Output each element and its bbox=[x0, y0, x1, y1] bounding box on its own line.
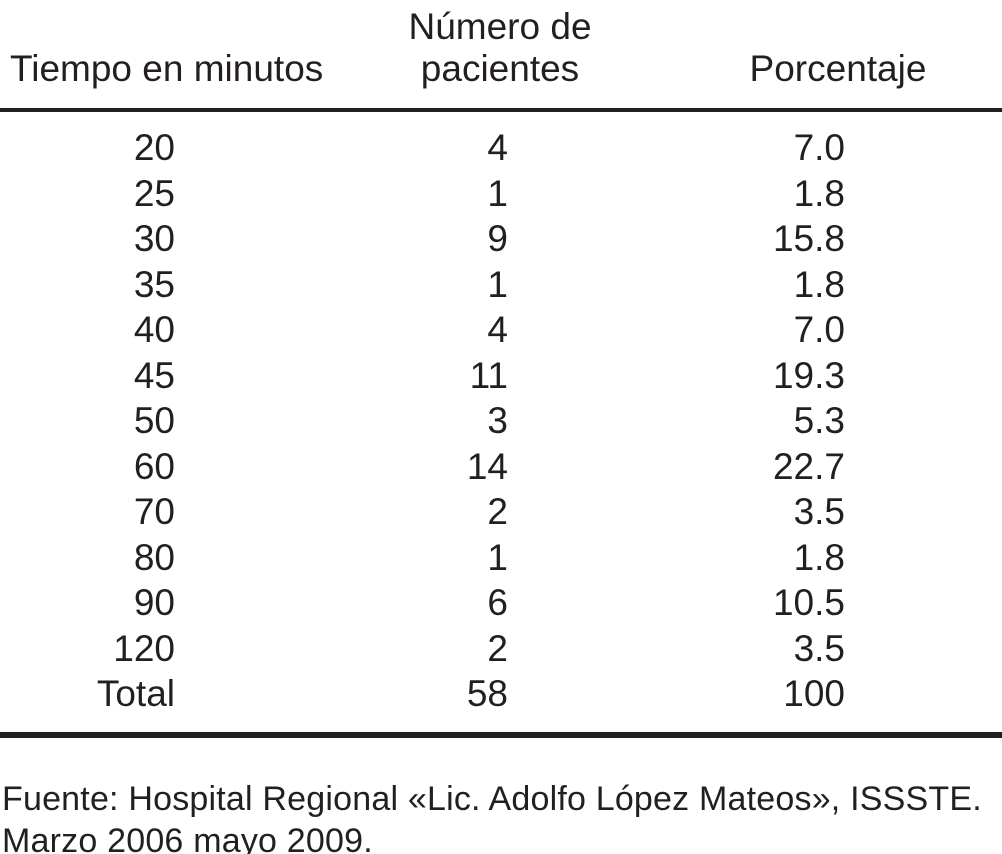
frequency-table: Tiempo en minutos Número de pacientes Po… bbox=[0, 0, 1002, 738]
cell-pacientes: 4 bbox=[487, 127, 508, 168]
table-row: 45 11 19.3 bbox=[0, 353, 1002, 399]
cell-porcentaje: 7.0 bbox=[793, 309, 845, 350]
cell-porcentaje: 7.0 bbox=[793, 127, 845, 168]
cell-porcentaje: 3.5 bbox=[793, 491, 845, 532]
cell-pacientes: 2 bbox=[487, 491, 508, 532]
cell-porcentaje: 22.7 bbox=[772, 445, 845, 487]
table-header-row: Tiempo en minutos Número de pacientes Po… bbox=[0, 0, 1002, 112]
table-body: 20 4 7.0 25 1 1.8 30 9 15.8 35 1 1.8 40 4 7.0 45 11 19.3 5… bbox=[0, 110, 1002, 735]
cell-pacientes: 6 bbox=[487, 582, 508, 623]
table-row: 120 2 3.5 bbox=[0, 626, 1002, 672]
table-row: 80 1 1.8 bbox=[0, 535, 1002, 581]
cell-porcentaje: 1.8 bbox=[793, 172, 845, 214]
cell-porcentaje: 100 bbox=[783, 673, 845, 714]
table-row: 90 6 10.5 bbox=[0, 580, 1002, 626]
cell-pacientes: 58 bbox=[466, 673, 508, 714]
cell-porcentaje: 19.3 bbox=[772, 354, 845, 396]
cell-pacientes: 3 bbox=[487, 400, 508, 441]
table-row: 70 2 3.5 bbox=[0, 489, 1002, 535]
cell-porcentaje: 10.5 bbox=[772, 582, 845, 623]
cell-tiempo: 20 bbox=[133, 127, 175, 168]
header-porcentaje-label: Porcentaje bbox=[749, 48, 927, 89]
table-row: 40 4 7.0 bbox=[0, 307, 1002, 353]
cell-tiempo: 90 bbox=[133, 582, 175, 623]
cell-pacientes: 14 bbox=[466, 445, 508, 487]
table-row: 30 9 15.8 bbox=[0, 216, 1002, 262]
cell-tiempo: 35 bbox=[133, 263, 175, 305]
cell-pacientes: 1 bbox=[487, 263, 508, 305]
cell-tiempo: 25 bbox=[133, 172, 175, 214]
cell-porcentaje: 3.5 bbox=[793, 627, 845, 669]
cell-tiempo: 45 bbox=[133, 354, 175, 396]
header-pacientes: Número de pacientes bbox=[340, 0, 660, 112]
cell-tiempo: 30 bbox=[133, 218, 175, 259]
table-row: 20 4 7.0 bbox=[0, 110, 1002, 171]
header-pacientes-line1: Número de bbox=[408, 6, 592, 47]
cell-pacientes: 4 bbox=[487, 309, 508, 350]
cell-tiempo: 70 bbox=[133, 491, 175, 532]
table-row: 25 1 1.8 bbox=[0, 171, 1002, 217]
cell-porcentaje: 1.8 bbox=[793, 536, 845, 578]
source-note-line2: Marzo 2006 mayo 2009. bbox=[2, 821, 373, 854]
table-row: 60 14 22.7 bbox=[0, 444, 1002, 490]
cell-tiempo: 60 bbox=[133, 445, 175, 487]
source-note: Fuente: Hospital Regional «Lic. Adolfo L… bbox=[0, 778, 1002, 854]
cell-pacientes: 1 bbox=[487, 172, 508, 214]
cell-tiempo: Total bbox=[96, 673, 175, 714]
header-pacientes-line2: pacientes bbox=[420, 48, 580, 89]
cell-porcentaje: 15.8 bbox=[772, 218, 845, 259]
table-row: 50 3 5.3 bbox=[0, 398, 1002, 444]
cell-pacientes: 1 bbox=[487, 536, 508, 578]
header-tiempo: Tiempo en minutos bbox=[0, 0, 340, 112]
table-row: 35 1 1.8 bbox=[0, 262, 1002, 308]
cell-tiempo: 50 bbox=[133, 400, 175, 441]
cell-porcentaje: 1.8 bbox=[793, 263, 845, 305]
table-row: Total 58 100 bbox=[0, 671, 1002, 735]
cell-pacientes: 9 bbox=[487, 218, 508, 259]
cell-porcentaje: 5.3 bbox=[793, 400, 845, 441]
cell-tiempo: 80 bbox=[133, 536, 175, 578]
cell-tiempo: 40 bbox=[133, 309, 175, 350]
cell-tiempo: 120 bbox=[113, 627, 175, 669]
source-note-line1: Fuente: Hospital Regional «Lic. Adolfo L… bbox=[2, 779, 982, 818]
cell-pacientes: 2 bbox=[487, 627, 508, 669]
header-tiempo-label: Tiempo en minutos bbox=[10, 48, 324, 89]
cell-pacientes: 11 bbox=[469, 354, 508, 396]
header-porcentaje: Porcentaje bbox=[660, 0, 1002, 112]
